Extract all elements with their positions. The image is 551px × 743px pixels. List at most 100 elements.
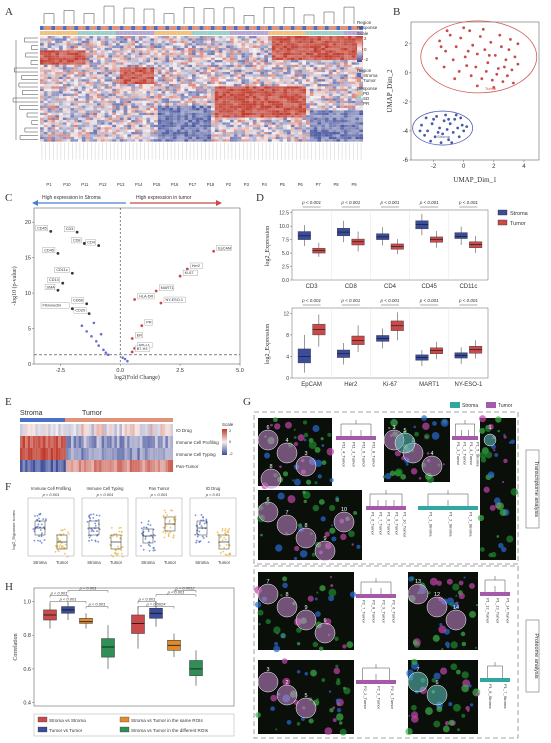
heatmap-cell [123, 86, 128, 89]
heatmap-cell [119, 40, 124, 44]
annotation-region [138, 26, 143, 30]
annotation-response [112, 31, 116, 35]
jitter-point [96, 534, 99, 537]
heatmap-cell [66, 48, 71, 51]
heatmap-cell [192, 79, 196, 82]
heatmap-cell [340, 72, 345, 75]
jitter-point [57, 539, 60, 542]
heatmap-cell [195, 62, 200, 65]
heatmap-cell [119, 103, 124, 106]
dendrogram-branch [30, 60, 38, 65]
heatmap-cell [104, 98, 109, 101]
heatmap-cell [119, 79, 124, 82]
heatmap-cell [123, 112, 128, 116]
heatmap-cell [195, 36, 200, 39]
heatmap-cell [161, 117, 166, 121]
heatmap-cell [135, 108, 139, 111]
heatmap-cell [313, 52, 318, 56]
heatmap-cell [283, 72, 288, 75]
heatmap-cell [207, 79, 212, 82]
heatmap-cell [199, 115, 204, 118]
jitter-point [57, 537, 60, 540]
heatmap-cell [351, 132, 356, 135]
heatmap-cell [233, 84, 238, 87]
heatmap-cell [89, 64, 94, 68]
heatmap-cell [313, 112, 318, 116]
heatmap-cell [214, 93, 219, 97]
heatmap-cell [328, 86, 333, 89]
heatmap-cell [173, 48, 177, 51]
heatmap-cell [104, 74, 109, 77]
heatmap-cell [188, 100, 193, 104]
annotation-response [169, 31, 173, 35]
heatmap-cell [290, 100, 295, 104]
heatmap-cell [71, 424, 74, 436]
heatmap-cell [104, 72, 109, 75]
heatmap-cell [45, 448, 49, 460]
point-label: CD45 [44, 248, 54, 252]
heatmap-cell [70, 91, 75, 94]
heatmap-cell [321, 48, 326, 51]
heatmap-cell [302, 76, 307, 80]
heatmap-cell [70, 40, 75, 44]
heatmap-cell [123, 64, 128, 68]
heatmap-cell [268, 129, 272, 133]
heatmap-cell [256, 117, 261, 121]
heatmap-cell [195, 93, 200, 97]
heatmap-cell [256, 72, 261, 75]
heatmap-cell [290, 43, 295, 46]
heatmap-cell [290, 45, 295, 49]
heatmap-cell [230, 124, 234, 128]
correlation-legend: Stroma vs Stroma Stroma vs Tumor in the s… [33, 713, 235, 737]
annotation-response [245, 31, 249, 35]
heatmap-cell [218, 50, 223, 53]
heatmap-cell [89, 91, 94, 94]
heatmap-cell [62, 40, 67, 44]
heatmap-cell [47, 55, 52, 58]
heatmap-cell [332, 74, 337, 77]
heatmap-cell [203, 108, 208, 111]
heatmap-cell [252, 48, 257, 51]
heatmap-cell [70, 45, 75, 49]
annotation-response [275, 31, 280, 35]
heatmap-cell [142, 52, 147, 56]
heatmap-cell [317, 45, 322, 49]
heatmap-cell [104, 139, 109, 142]
heatmap-cell [78, 76, 82, 80]
heatmap-cell [76, 448, 79, 460]
heatmap-cell [218, 122, 223, 125]
heatmap-cell [170, 436, 174, 448]
heatmap-cell [55, 436, 59, 448]
heatmap-cell [165, 424, 168, 436]
heatmap-cell [268, 108, 272, 111]
heatmap-cell [332, 40, 337, 44]
heatmap-cell [150, 96, 155, 99]
heatmap-cell [249, 67, 253, 70]
heatmap-cell [169, 67, 174, 70]
heatmap-cell [340, 127, 345, 130]
heatmap-cell [271, 120, 276, 123]
heatmap-cell [351, 38, 356, 41]
heatmap-cell [340, 96, 345, 99]
heatmap-cell [237, 100, 242, 104]
heatmap-cell [233, 60, 238, 63]
heatmap-cell [59, 79, 63, 82]
umap-point-stroma [418, 129, 422, 133]
heatmap-cell [169, 91, 174, 94]
heatmap-cell [123, 124, 128, 128]
heatmap-cell [43, 64, 48, 68]
dendrogram-branch [22, 90, 38, 95]
heatmap-cell [328, 98, 333, 101]
heatmap-cell [155, 460, 158, 472]
heatmap-cell [332, 48, 337, 51]
heatmap-cell [260, 100, 265, 104]
heatmap-cell [298, 93, 303, 97]
heatmap-cell [157, 124, 162, 128]
heatmap-cell [146, 45, 151, 49]
heatmap-cell [112, 134, 117, 137]
heatmap-cell [142, 108, 147, 111]
annotation-response [104, 31, 109, 35]
heatmap-cell [287, 134, 291, 137]
heatmap-cell [283, 98, 288, 101]
heatmap-cell [89, 108, 94, 111]
